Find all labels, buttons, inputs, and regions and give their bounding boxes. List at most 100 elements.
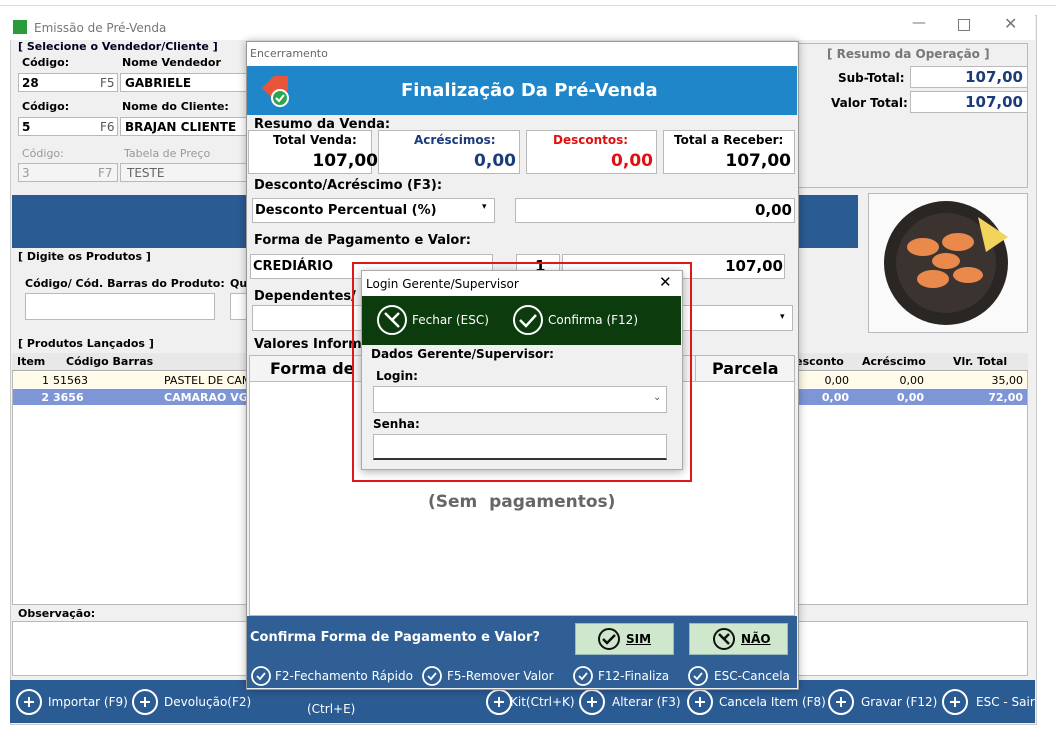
cell: 72,00 [988, 391, 1023, 404]
value: Desconto Percentual (%) [255, 203, 437, 218]
value: 1 [535, 257, 546, 275]
shortcut-label[interactable]: F12-Finaliza [598, 669, 670, 683]
field [910, 66, 1028, 88]
check-icon [598, 628, 620, 650]
title-bar [10, 15, 1035, 40]
toolbar-label[interactable]: Importar (F9) [48, 695, 128, 709]
value: CREDIÁRIO [253, 259, 334, 274]
cell: 3656 [53, 391, 84, 404]
select[interactable] [252, 198, 495, 223]
label: Descontos: [553, 133, 629, 147]
modal-title-bar [247, 42, 797, 66]
toolbar-label[interactable]: Cancela Item (F8) [719, 695, 826, 709]
shortcut-icon[interactable] [421, 665, 443, 687]
top-line [0, 5, 1056, 6]
label: Observação: [18, 607, 96, 620]
toolbar-icon[interactable] [685, 687, 715, 717]
toolbar-icon[interactable] [130, 687, 160, 717]
label: Dados Gerente/Supervisor: [371, 347, 554, 361]
label: Código: [22, 147, 64, 160]
minimize[interactable]: — [912, 15, 926, 31]
modal-title: Encerramento [250, 47, 328, 60]
label: Sub-Total: [838, 71, 905, 85]
value: 0,00 [611, 151, 653, 171]
login-close[interactable]: ✕ [659, 273, 672, 291]
label: Valores Inform [254, 337, 362, 352]
label: Senha: [373, 417, 420, 431]
label: Nome Vendedor [122, 56, 221, 69]
toolbar-label[interactable]: ESC - Sair [976, 695, 1035, 709]
header: Item [17, 355, 46, 368]
barcode-input[interactable] [25, 293, 215, 320]
label: Qu [230, 277, 248, 290]
x-icon [713, 628, 735, 650]
tag-icon [262, 76, 289, 107]
label: Acréscimos: [414, 133, 496, 147]
password-input[interactable] [373, 434, 667, 460]
cell: 35,00 [991, 374, 1024, 387]
label: Código: [22, 56, 70, 69]
yes-label: SIM [626, 632, 652, 646]
cell: CAMARAO VG A [164, 391, 261, 404]
key: F5 [100, 76, 115, 90]
value: 5 [22, 120, 31, 134]
value: 3 [22, 166, 30, 180]
input[interactable] [18, 73, 118, 92]
label: Dependentes/ [254, 289, 356, 304]
login-title: Login Gerente/Supervisor [366, 277, 519, 291]
close-icon[interactable] [376, 304, 408, 336]
confirm-icon[interactable] [512, 304, 544, 336]
value: 107,00 [312, 151, 378, 171]
toolbar-icon[interactable] [826, 687, 856, 717]
shortcut-label[interactable]: ESC-Cancela [714, 669, 790, 683]
input[interactable] [18, 117, 118, 136]
header: Vlr. Total [953, 355, 1008, 368]
shortcut-icon[interactable] [250, 665, 272, 687]
toolbar-icon[interactable] [940, 687, 970, 717]
column-line [695, 356, 696, 381]
shortcut-icon[interactable] [572, 665, 594, 687]
login-select[interactable] [373, 386, 667, 413]
toolbar-label[interactable]: Gravar (F12) [861, 695, 938, 709]
cell: 0,00 [896, 391, 924, 404]
card [378, 130, 520, 174]
highlight-box [352, 262, 692, 482]
label: Login: [376, 369, 418, 383]
section: [ Selecione o Vendedor/Cliente ] [18, 40, 218, 53]
label: Resumo da Venda: [254, 117, 391, 132]
cell: 2 [41, 391, 49, 404]
value: 0,00 [754, 201, 792, 219]
header: Parcela [712, 359, 779, 378]
toolbar-label[interactable]: Alterar (F3) [612, 695, 681, 709]
cell: 0,00 [824, 374, 850, 387]
toolbar-icon[interactable] [577, 687, 607, 717]
label: Tabela de Preço [124, 147, 211, 160]
value: BRAJAN CLIENTE [125, 120, 237, 134]
toolbar-icon[interactable] [14, 687, 44, 717]
toolbar-icon[interactable] [484, 687, 514, 717]
toolbar-label[interactable]: (Ctrl+E) [307, 702, 356, 716]
cell: 0,00 [899, 374, 925, 387]
modal-header [247, 66, 797, 115]
value: TESTE [127, 166, 165, 180]
summary-panel [797, 43, 1028, 188]
input[interactable] [515, 198, 795, 223]
no-button[interactable] [689, 623, 788, 655]
yes-button[interactable] [575, 623, 674, 655]
cell: 0,00 [821, 391, 849, 404]
field [910, 91, 1028, 113]
close[interactable]: ✕ [1004, 14, 1018, 33]
label: Valor Total: [831, 96, 908, 110]
shortcut-label[interactable]: F5-Remover Valor [447, 669, 554, 683]
question: Confirma Forma de Pagamento e Valor? [250, 630, 540, 645]
shortcut-icon[interactable] [687, 665, 709, 687]
section: [ Digite os Produtos ] [18, 250, 151, 263]
maximize[interactable] [958, 19, 970, 31]
toolbar-label[interactable]: Kit(Ctrl+K) [510, 695, 575, 709]
card [526, 130, 657, 174]
toolbar-label[interactable]: Devolução(F2) [164, 695, 252, 709]
shortcut-label[interactable]: F2-Fechamento Rápido [275, 669, 413, 683]
value: GABRIELE [125, 76, 192, 90]
value: 0,00 [474, 151, 516, 171]
